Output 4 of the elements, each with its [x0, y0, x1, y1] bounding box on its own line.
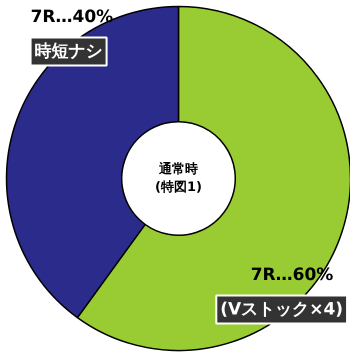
text: 通常時 (特図1): [155, 161, 202, 195]
slice-label: 時短ナシ: [34, 41, 103, 62]
slice-label: (Vストック×4): [220, 299, 344, 320]
data-label: 7R…40%: [30, 7, 114, 28]
